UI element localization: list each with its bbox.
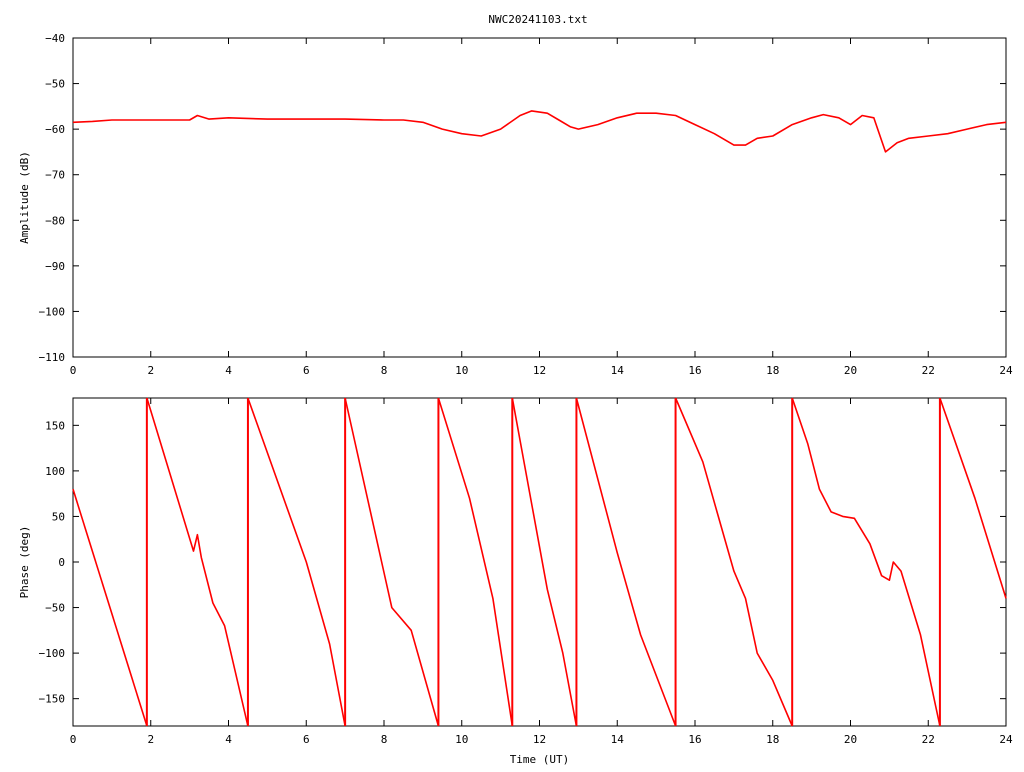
y-tick-label: −50 [45, 602, 65, 615]
series-line-segment [939, 397, 1007, 599]
y-tick-label: 150 [45, 419, 65, 432]
series-line-segment [511, 397, 578, 727]
series-line-segment [146, 397, 249, 727]
x-tick-label: 22 [922, 733, 935, 746]
panel-0: 0 2 4 6 8 10 12 14 16 18 20 22 24−40−50−60−70−80−90−… [18, 32, 1013, 377]
y-tick-label: −40 [45, 32, 65, 45]
x-tick-label: 8 [381, 364, 388, 377]
x-tick-label: 4 [225, 364, 232, 377]
y-tick-label: −50 [45, 78, 65, 91]
x-tick-label: 8 [381, 733, 388, 746]
plot-frame [72, 37, 1007, 358]
x-tick-label: 12 [533, 733, 546, 746]
x-tick-label: 6 [303, 733, 310, 746]
x-tick-label: 14 [611, 364, 625, 377]
x-tick-label: 14 [611, 733, 625, 746]
x-tick-label: 24 [999, 364, 1013, 377]
y-tick-label: −90 [45, 260, 65, 273]
series-line-segment [72, 110, 1007, 153]
y-axis-label: Phase (deg) [18, 526, 31, 599]
x-tick-label: 18 [766, 364, 779, 377]
y-tick-label: −100 [39, 647, 66, 660]
x-tick-label: 2 [147, 733, 154, 746]
series-line-segment [575, 397, 677, 727]
x-tick-label: 0 [70, 733, 77, 746]
x-tick-label: 16 [688, 733, 701, 746]
series-line-segment [247, 397, 346, 727]
series-line-segment [791, 397, 941, 727]
series-line-segment [437, 397, 514, 727]
x-axis-label: Time (UT) [510, 753, 570, 766]
x-tick-label: 6 [303, 364, 310, 377]
y-axis-label: Amplitude (dB) [18, 151, 31, 244]
x-tick-label: 22 [922, 364, 935, 377]
x-tick-label: 20 [844, 364, 857, 377]
x-tick-label: 12 [533, 364, 546, 377]
series-line-segment [72, 488, 148, 727]
x-tick-label: 2 [147, 364, 154, 377]
y-tick-label: −80 [45, 214, 65, 227]
y-tick-label: −110 [39, 351, 66, 364]
x-tick-label: 0 [70, 364, 77, 377]
y-tick-label: −70 [45, 169, 65, 182]
x-tick-label: 4 [225, 733, 232, 746]
x-tick-label: 10 [455, 364, 468, 377]
x-tick-label: 20 [844, 733, 857, 746]
x-tick-label: 10 [455, 733, 468, 746]
series-line-segment [344, 397, 440, 727]
plot-frame [72, 397, 1007, 727]
x-tick-label: 16 [688, 364, 701, 377]
y-tick-label: 50 [52, 510, 65, 523]
x-tick-label: 18 [766, 733, 779, 746]
series-line-segment [674, 397, 793, 727]
y-tick-label: −60 [45, 123, 65, 136]
chart-title: NWC20241103.txt [488, 13, 587, 26]
panel-1: 0 2 4 6 8 10 12 14 16 18 20 22 24150100500−50−100−15… [18, 397, 1013, 766]
y-tick-label: 0 [58, 556, 65, 569]
y-tick-label: 100 [45, 465, 65, 478]
y-tick-label: −100 [39, 305, 66, 318]
y-tick-label: −150 [39, 693, 66, 706]
x-tick-label: 24 [999, 733, 1013, 746]
